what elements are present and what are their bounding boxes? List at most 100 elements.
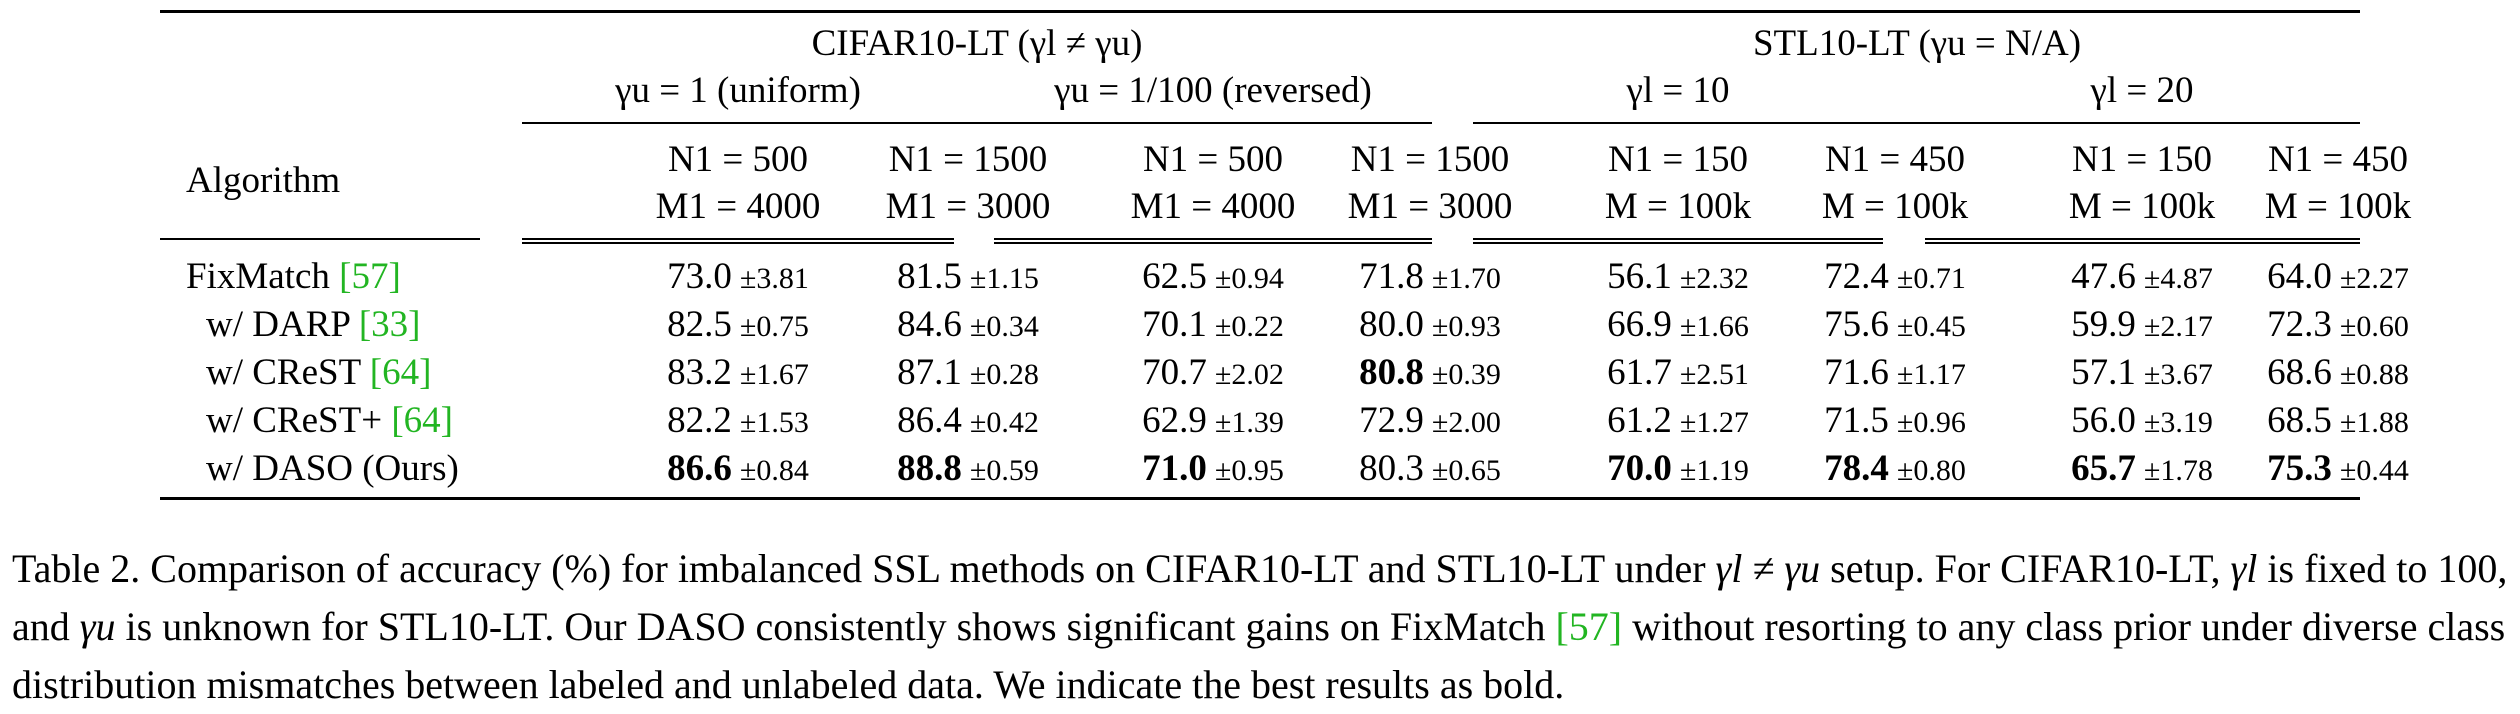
table-cell: 68.5 ±1.88 (2267, 402, 2409, 439)
row-label: w/ CReST [64] (206, 354, 431, 391)
table-cell: 62.5 ±0.94 (1142, 258, 1284, 295)
table-cell: 59.9 ±2.17 (2071, 306, 2213, 343)
cmid-rule-1 (522, 242, 954, 244)
cell-value: 86.6 (667, 448, 732, 489)
column-header-m-3: M1 = 4000 (1130, 186, 1296, 227)
table-cell: 70.1 ±0.22 (1142, 306, 1284, 343)
cell-value: 82.5 (667, 304, 732, 345)
column-header-m-4: M1 = 3000 (1347, 186, 1513, 227)
cell-value: 73.0 (667, 256, 732, 297)
cell-value: 70.7 (1142, 352, 1207, 393)
row-method-name: w/ CReST+ (206, 400, 383, 441)
cell-value: 64.0 (2267, 256, 2332, 297)
cell-value: 86.4 (897, 400, 962, 441)
cell-std: ±0.88 (2339, 358, 2409, 391)
cmid-rule-2 (994, 242, 1432, 244)
cell-value: 71.0 (1142, 448, 1207, 489)
table-cell: 64.0 ±2.27 (2267, 258, 2409, 295)
row-citation[interactable]: [64] (369, 352, 432, 393)
subheader-gl10: γl = 10 (1626, 70, 1730, 111)
column-header-m-1: M1 = 4000 (655, 186, 821, 227)
table-cell: 88.8 ±0.59 (897, 450, 1039, 487)
row-label: w/ DASO (Ours) (206, 450, 459, 487)
cell-std: ±2.17 (2143, 310, 2213, 343)
table-cell: 57.1 ±3.67 (2071, 354, 2213, 391)
row-citation[interactable]: [57] (339, 256, 401, 297)
table-cell: 86.6 ±0.84 (667, 450, 809, 487)
cell-std: ±0.84 (739, 454, 809, 487)
body-rule-4 (1925, 238, 2360, 240)
cell-std: ±0.96 (1896, 406, 1966, 439)
cell-std: ±0.80 (1896, 454, 1966, 487)
row-method-name: FixMatch (186, 256, 330, 297)
column-header-m-8: M = 100k (2264, 186, 2412, 227)
cell-std: ±1.39 (1214, 406, 1284, 439)
cell-value: 68.6 (2267, 352, 2332, 393)
column-header-n-4: N1 = 1500 (1350, 139, 1510, 180)
caption-part-5: without resorting to any class prior und… (12, 604, 2506, 707)
cell-std: ±4.87 (2143, 262, 2213, 295)
body-rule-3 (1473, 238, 1883, 240)
caption-citation[interactable]: [57] (1555, 604, 1623, 649)
caption-part-1: Table 2. Comparison of accuracy (%) for … (12, 546, 1716, 591)
table-cell: 71.6 ±1.17 (1824, 354, 1966, 391)
cell-std: ±3.19 (2143, 406, 2213, 439)
cell-std: ±0.28 (969, 358, 1039, 391)
cell-std: ±0.93 (1431, 310, 1501, 343)
cell-value: 71.8 (1359, 256, 1424, 297)
column-header-n-5: N1 = 150 (1607, 139, 1749, 180)
table-cell: 47.6 ±4.87 (2071, 258, 2213, 295)
row-citation[interactable]: [33] (358, 304, 421, 345)
row-method-name: w/ DASO (Ours) (206, 448, 459, 489)
column-header-m-7: M = 100k (2068, 186, 2216, 227)
cell-value: 80.0 (1359, 304, 1424, 345)
cell-value: 65.7 (2071, 448, 2136, 489)
column-header-m-2: M1 = 3000 (885, 186, 1051, 227)
cell-std: ±1.19 (1679, 454, 1749, 487)
cell-std: ±1.78 (2143, 454, 2213, 487)
cell-value: 70.1 (1142, 304, 1207, 345)
cell-std: ±3.81 (739, 262, 809, 295)
table-cell: 70.7 ±2.02 (1142, 354, 1284, 391)
cell-value: 59.9 (2071, 304, 2136, 345)
table-cell: 87.1 ±0.28 (897, 354, 1039, 391)
cell-std: ±0.71 (1896, 262, 1966, 295)
table-cell: 82.2 ±1.53 (667, 402, 809, 439)
caption-math-1: γl ≠ γu (1715, 546, 1821, 591)
cell-value: 68.5 (2267, 400, 2332, 441)
header-group-rule-stl (1473, 122, 2360, 124)
row-method-name: w/ CReST (206, 352, 361, 393)
cell-value: 80.3 (1359, 448, 1424, 489)
cell-value: 88.8 (897, 448, 962, 489)
cell-value: 72.4 (1824, 256, 1889, 297)
group-header-stl: STL10-LT (γu = N/A) (1752, 23, 2082, 64)
table-cell: 72.3 ±0.60 (2267, 306, 2409, 343)
table-cell: 84.6 ±0.34 (897, 306, 1039, 343)
cell-value: 62.5 (1142, 256, 1207, 297)
bottom-rule (160, 497, 2360, 500)
column-header-n-3: N1 = 500 (1142, 139, 1284, 180)
header-group-rule-cifar (522, 122, 1432, 124)
table-cell: 70.0 ±1.19 (1607, 450, 1749, 487)
column-header-n-7: N1 = 150 (2071, 139, 2213, 180)
cell-value: 82.2 (667, 400, 732, 441)
cmid-rule-3 (1473, 242, 1883, 244)
caption-part-3: is fixed to 100, and (12, 546, 2508, 649)
cell-value: 66.9 (1607, 304, 1672, 345)
cell-std: ±0.60 (2339, 310, 2409, 343)
cell-std: ±2.32 (1679, 262, 1749, 295)
cell-value: 81.5 (897, 256, 962, 297)
table-cell: 75.6 ±0.45 (1824, 306, 1966, 343)
cell-value: 70.0 (1607, 448, 1672, 489)
cell-std: ±2.02 (1214, 358, 1284, 391)
cell-std: ±0.65 (1431, 454, 1501, 487)
row-citation[interactable]: [64] (391, 400, 453, 441)
cell-value: 83.2 (667, 352, 732, 393)
cell-std: ±0.59 (969, 454, 1039, 487)
column-header-n-2: N1 = 1500 (888, 139, 1048, 180)
table-cell: 65.7 ±1.78 (2071, 450, 2213, 487)
cell-value: 61.7 (1607, 352, 1672, 393)
subheader-gl20: γl = 20 (2090, 70, 2194, 111)
table-cell: 80.3 ±0.65 (1359, 450, 1501, 487)
table-cell: 86.4 ±0.42 (897, 402, 1039, 439)
